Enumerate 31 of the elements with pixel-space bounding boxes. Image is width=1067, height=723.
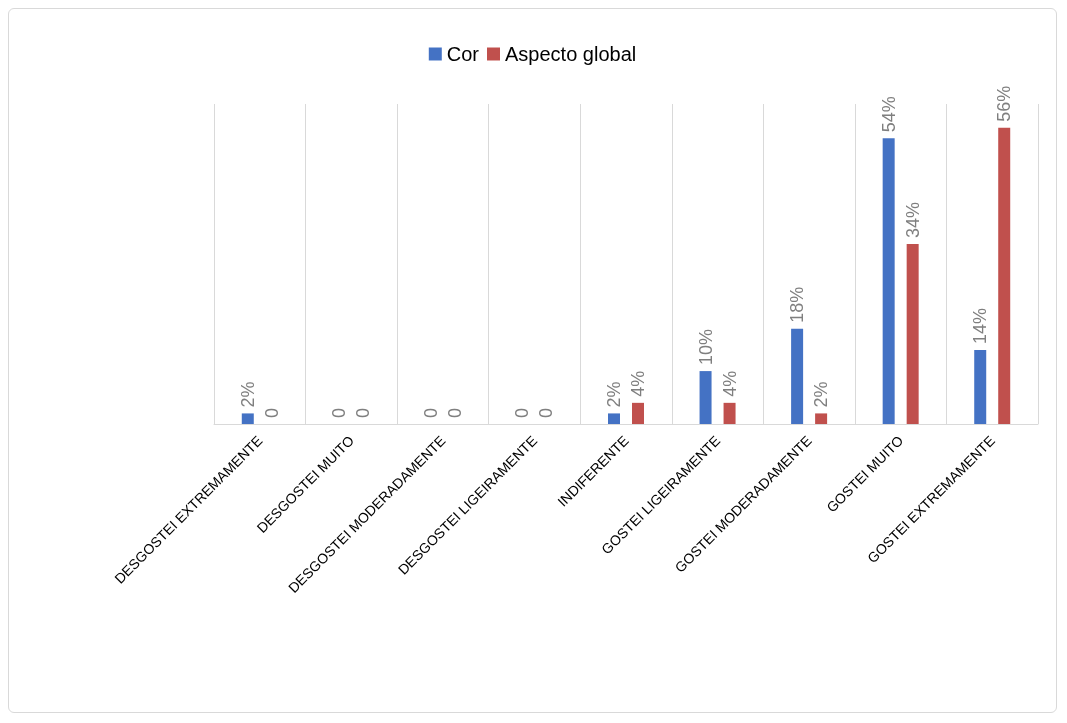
data-label: 0 <box>512 407 533 418</box>
data-label: 0 <box>329 407 350 418</box>
data-label: 0 <box>353 407 374 418</box>
bar <box>815 413 828 424</box>
bar <box>998 127 1011 424</box>
bar <box>882 138 895 424</box>
data-label: 4% <box>628 370 648 397</box>
bar <box>974 349 987 424</box>
data-label: 0 <box>536 407 557 418</box>
data-label: 18% <box>787 286 808 323</box>
data-label: 34% <box>902 202 923 239</box>
data-label: 54% <box>878 96 899 133</box>
legend-label: Aspecto global <box>505 43 637 65</box>
data-label: 0 <box>420 407 441 418</box>
data-label: 0 <box>444 407 465 418</box>
bar <box>723 402 736 424</box>
bar <box>241 413 254 424</box>
data-label: 2% <box>237 381 258 408</box>
bar <box>608 413 620 424</box>
data-label: 0 <box>261 407 282 418</box>
bar <box>632 402 644 424</box>
data-label: 2% <box>811 381 832 408</box>
legend-label: Cor <box>446 43 480 65</box>
data-label: 2% <box>604 381 624 408</box>
data-label: 10% <box>695 329 716 366</box>
bar <box>791 328 804 424</box>
bar <box>699 371 712 424</box>
data-label: 4% <box>719 370 740 397</box>
data-label: 56% <box>994 85 1015 122</box>
bar <box>906 244 919 424</box>
data-label: 14% <box>970 307 991 344</box>
